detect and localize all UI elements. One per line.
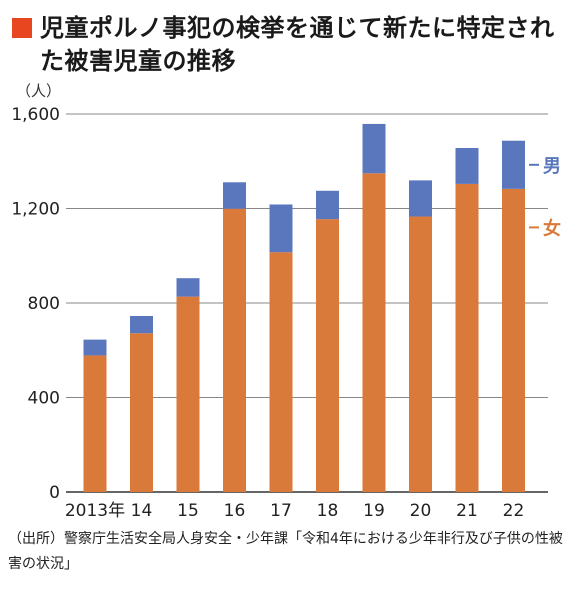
- bar-segment-female: [130, 333, 153, 492]
- bar-segment-male: [455, 148, 479, 184]
- y-axis-unit: （人）: [16, 82, 62, 100]
- x-tick-label: 21: [456, 501, 478, 521]
- bar-segment-female: [409, 216, 432, 492]
- y-tick-label: 1,200: [11, 200, 60, 220]
- bar-segment-female: [176, 296, 200, 492]
- x-tick-label: 19: [363, 501, 385, 521]
- bar-segment-male: [502, 140, 525, 189]
- y-tick-label: 0: [49, 483, 60, 503]
- bar-segment-male: [83, 339, 107, 356]
- bar-segment-female: [223, 208, 246, 492]
- bar-segment-male: [130, 315, 153, 334]
- bar-segment-female: [316, 219, 339, 492]
- bar-segment-female: [269, 252, 293, 492]
- bar-segment-female: [455, 183, 479, 492]
- bar-segment-male: [362, 123, 386, 174]
- stacked-bar-chart: 0 400 800 1,200 1,600 2013年 14 15 16 17 18 19 20 21 22…: [11, 105, 561, 521]
- x-tick-label: 22: [503, 501, 525, 521]
- bar-segment-female: [502, 188, 525, 493]
- bar-segment-female: [362, 173, 386, 492]
- y-tick-label: 800: [28, 294, 60, 314]
- y-tick-label: 1,600: [11, 105, 60, 125]
- legend-label-male: 男: [543, 156, 561, 177]
- chart-title: 児童ポルノ事犯の検挙を通じて新たに特定された被害児童の推移: [40, 14, 555, 75]
- x-tick-label: 2013年: [65, 501, 125, 521]
- y-tick-label: 400: [28, 389, 60, 409]
- bar-segment-male: [176, 278, 200, 297]
- bar-segment-male: [269, 204, 293, 253]
- x-tick-label: 20: [410, 501, 432, 521]
- legend-label-female: 女: [543, 217, 561, 239]
- x-tick-label: 14: [131, 501, 153, 521]
- x-tick-label: 18: [317, 501, 339, 521]
- x-tick-label: 17: [270, 501, 292, 521]
- title-marker: [12, 18, 32, 38]
- bar-segment-male: [409, 180, 432, 217]
- source-note: （出所）警察庁生活安全局人身安全・少年課「令和4年における少年非行及び子供の性被…: [8, 531, 563, 572]
- bar-segment-female: [83, 355, 107, 492]
- bar-segment-male: [223, 182, 246, 209]
- x-tick-label: 15: [177, 501, 199, 521]
- x-tick-label: 16: [224, 501, 246, 521]
- bar-segment-male: [316, 190, 339, 220]
